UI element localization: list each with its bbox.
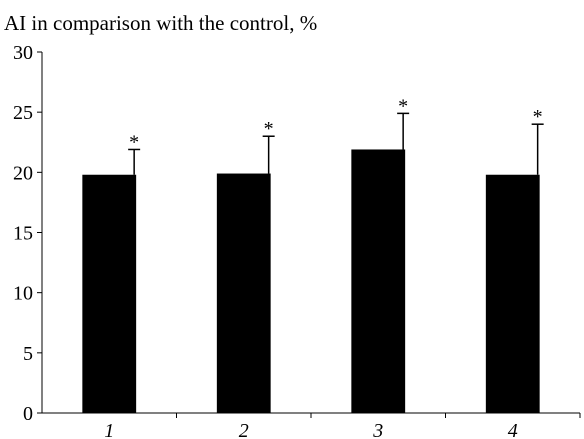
y-tick-label: 5 <box>23 343 33 365</box>
significance-marker: * <box>129 131 139 153</box>
x-tick-label: 3 <box>372 420 383 439</box>
x-tick-label: 4 <box>508 420 518 439</box>
significance-marker: * <box>398 95 408 117</box>
x-tick-label: 2 <box>239 420 249 439</box>
significance-marker: * <box>533 106 543 128</box>
y-tick-label: 20 <box>13 162 33 184</box>
bar <box>82 174 137 413</box>
bar <box>216 173 271 413</box>
y-tick-label: 25 <box>13 102 33 124</box>
bar <box>351 149 406 413</box>
y-tick-label: 15 <box>13 223 33 245</box>
y-tick-label: 10 <box>13 283 33 305</box>
y-tick-label: 30 <box>13 42 33 64</box>
bar <box>485 174 540 413</box>
bars: * * * * <box>82 95 544 413</box>
x-axis: 1 2 3 4 <box>42 412 581 439</box>
y-tick-label: 0 <box>23 403 33 425</box>
chart-title: AI in comparison with the control, % <box>4 11 317 35</box>
x-tick-label: 1 <box>104 420 114 439</box>
significance-marker: * <box>264 118 274 140</box>
y-axis: 0 5 10 15 20 25 30 <box>13 42 43 425</box>
